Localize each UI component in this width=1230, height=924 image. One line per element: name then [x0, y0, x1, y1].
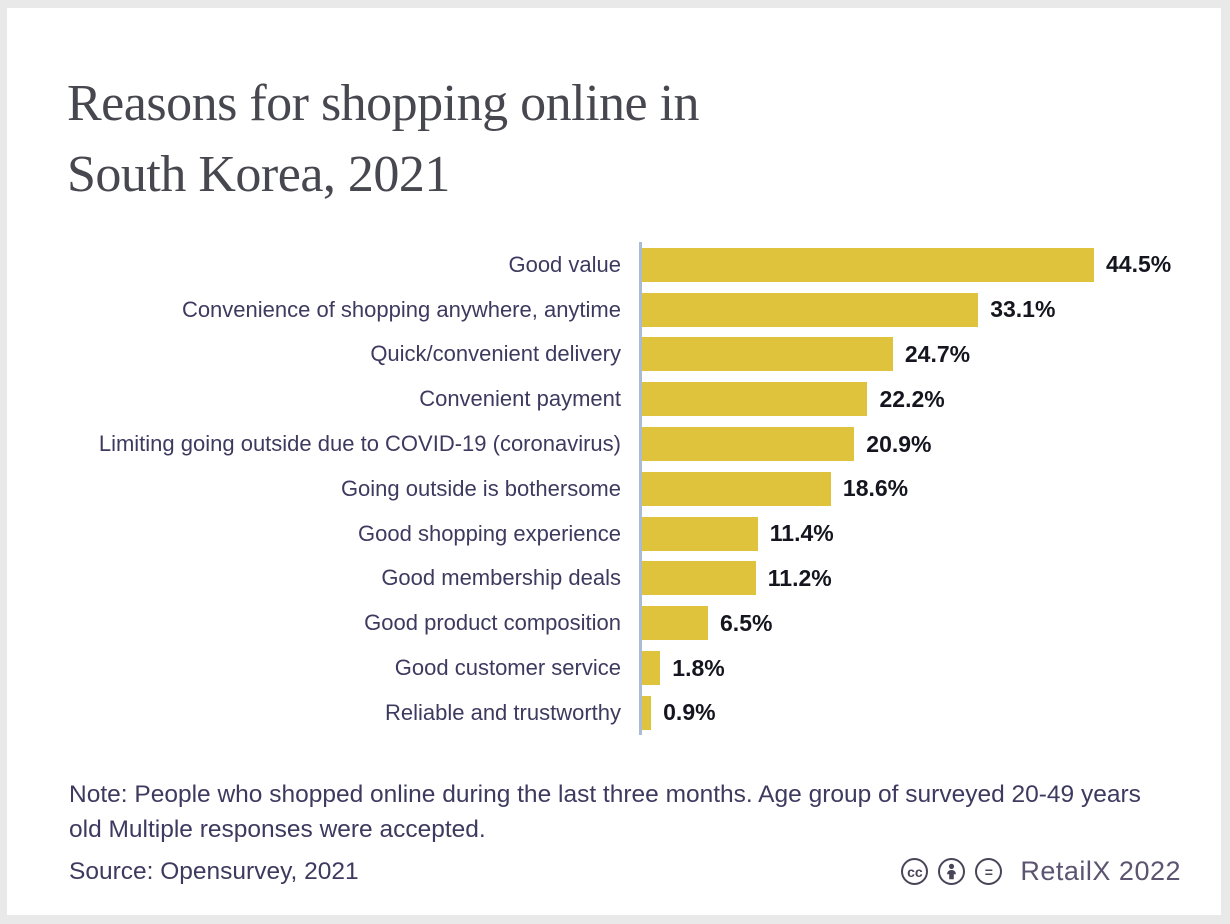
bar — [642, 292, 979, 327]
bar-track: 22.2% — [639, 376, 1221, 422]
chart-card: Reasons for shopping online in South Kore… — [7, 8, 1221, 915]
bar-track: 0.9% — [639, 690, 1221, 736]
category-label: Good membership deals — [381, 565, 621, 591]
chart-row: Good customer service 1.8% — [7, 645, 1221, 691]
category-label: Limiting going outside due to COVID-19 (… — [98, 431, 621, 457]
chart-row: Good product composition 6.5% — [7, 600, 1221, 646]
chart-row: Good value 44.5% — [7, 242, 1221, 288]
bar-track: 18.6% — [639, 466, 1221, 512]
category-label: Good customer service — [394, 655, 621, 681]
bar-value-label: 18.6% — [842, 475, 909, 502]
bar-chart: Good value 44.5% Convenience of shopping… — [7, 242, 1221, 736]
category-label: Quick/convenient delivery — [370, 341, 621, 367]
chart-row: Reliable and trustworthy 0.9% — [7, 690, 1221, 736]
bar-track: 44.5% — [639, 242, 1221, 288]
chart-row: Convenience of shopping anywhere, anytim… — [7, 287, 1221, 333]
bar-value-label: 11.2% — [767, 564, 832, 591]
category-label: Convenient payment — [419, 386, 621, 412]
bar-value-label: 22.2% — [879, 385, 945, 412]
bar-track: 1.8% — [639, 645, 1221, 691]
bar-track: 11.2% — [639, 556, 1221, 601]
chart-row: Quick/convenient delivery 24.7% — [7, 332, 1221, 377]
bar-track: 33.1% — [639, 287, 1221, 333]
chart-row: Going outside is bothersome 18.6% — [7, 466, 1221, 512]
bar — [642, 471, 831, 506]
bar-track: 6.5% — [639, 600, 1221, 646]
chart-row: Convenient payment 22.2% — [7, 376, 1221, 422]
bar-value-label: 24.7% — [904, 340, 971, 367]
chart-row: Limiting going outside due to COVID-19 (… — [7, 421, 1221, 467]
source-text: Source: Opensurvey, 2021 — [69, 857, 359, 885]
bar-value-label: 0.9% — [663, 699, 716, 726]
bar-track: 24.7% — [639, 332, 1221, 377]
license-brand: cc = RetailX 2022 — [901, 856, 1181, 887]
category-label: Convenience of shopping anywhere, anytim… — [181, 296, 621, 322]
bar-track: 20.9% — [639, 421, 1221, 467]
note-text: Note: People who shopped online during t… — [69, 781, 1141, 844]
bar — [642, 561, 756, 596]
chart-row: Good membership deals 11.2% — [7, 556, 1221, 601]
category-label: Reliable and trustworthy — [384, 699, 621, 725]
bar — [642, 516, 758, 551]
bar-value-label: 20.9% — [866, 430, 932, 457]
category-label: Good product composition — [364, 610, 621, 636]
bar-value-label: 1.8% — [672, 654, 725, 681]
bar-value-label: 33.1% — [990, 296, 1056, 323]
bar — [642, 337, 893, 372]
attribution-icon — [938, 858, 966, 885]
bar-value-label: 6.5% — [720, 609, 773, 636]
equal-icon: = — [975, 858, 1003, 885]
bar-value-label: 11.4% — [769, 520, 834, 547]
bar-track: 11.4% — [639, 511, 1221, 557]
bar — [642, 427, 855, 462]
page-title: Reasons for shopping online in South Kore… — [67, 68, 967, 210]
category-label: Good shopping experience — [358, 520, 621, 546]
bar — [642, 606, 709, 641]
category-label: Going outside is bothersome — [340, 475, 621, 501]
bar — [642, 695, 652, 730]
bar — [642, 382, 868, 417]
brand-text: RetailX 2022 — [1020, 856, 1181, 886]
bar — [642, 651, 661, 686]
page-title-line2: South Korea, 2021 — [67, 146, 450, 204]
bar — [642, 247, 1094, 282]
bar-value-label: 44.5% — [1106, 251, 1172, 278]
chart-row: Good shopping experience 11.4% — [7, 511, 1221, 557]
footer: Source: Opensurvey, 2021 cc = RetailX 20… — [69, 856, 1181, 887]
category-label: Good value — [508, 251, 621, 277]
cc-icon: cc — [901, 858, 929, 885]
page-title-line1: Reasons for shopping online in — [67, 75, 700, 132]
